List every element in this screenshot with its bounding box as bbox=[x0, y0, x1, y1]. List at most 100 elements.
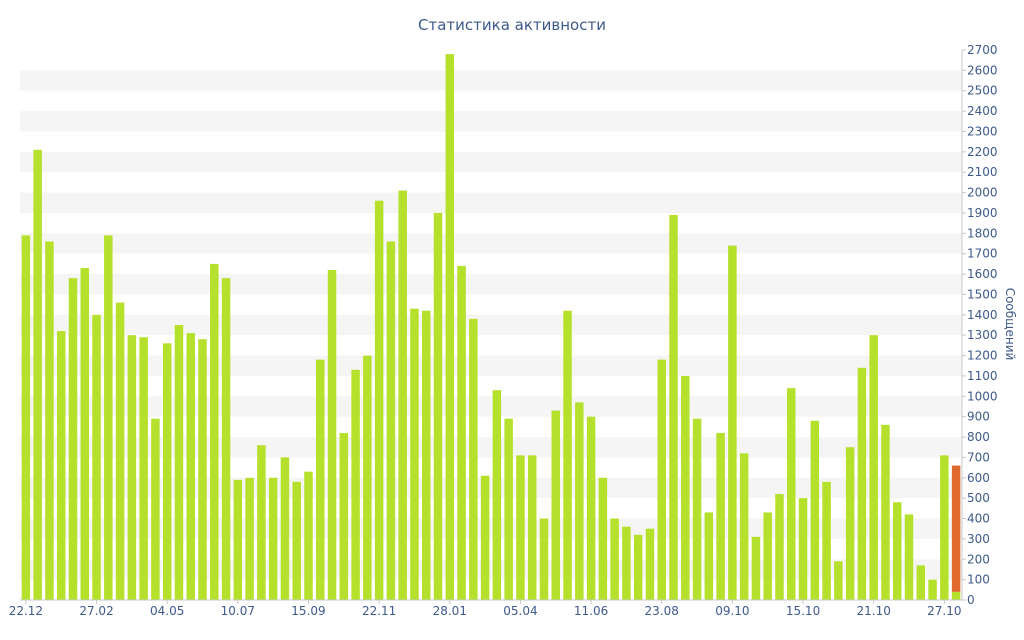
y-tick-label: 1000 bbox=[967, 389, 998, 403]
grid-band bbox=[20, 131, 962, 152]
grid-band bbox=[20, 172, 962, 193]
bar bbox=[268, 477, 278, 600]
y-tick-label: 1300 bbox=[967, 328, 998, 342]
grid-band bbox=[20, 314, 962, 336]
y-tick-label: 2200 bbox=[967, 145, 998, 159]
bar bbox=[374, 200, 384, 601]
x-axis-ticks: 22.12 27.02 04.05 10.07 15.09 22.11 28.01 05.04… bbox=[9, 600, 962, 618]
bars bbox=[20, 50, 963, 601]
bar bbox=[751, 536, 761, 600]
bar bbox=[92, 314, 101, 600]
bar bbox=[210, 263, 219, 600]
bar bbox=[433, 212, 443, 600]
y-tick-label: 300 bbox=[967, 532, 990, 546]
bar bbox=[422, 310, 431, 600]
bar bbox=[186, 333, 195, 600]
y-tick-label: 1200 bbox=[967, 349, 998, 363]
bar bbox=[339, 432, 349, 600]
y-tick-label: 700 bbox=[967, 450, 990, 464]
grid-band bbox=[20, 437, 962, 458]
bar bbox=[245, 477, 254, 600]
bar bbox=[33, 149, 42, 600]
x-tick-label: 22.11 bbox=[362, 604, 396, 618]
bar bbox=[469, 318, 478, 600]
bar bbox=[327, 270, 337, 600]
bar bbox=[398, 190, 407, 600]
y-tick-label: 2300 bbox=[967, 124, 998, 138]
grid-band bbox=[20, 375, 962, 397]
x-tick-label: 11.06 bbox=[574, 604, 608, 618]
bar bbox=[704, 512, 714, 600]
y-tick-label: 1700 bbox=[967, 247, 998, 261]
bar bbox=[151, 418, 160, 600]
grid-band bbox=[20, 253, 962, 275]
x-tick-label: 15.09 bbox=[291, 604, 325, 618]
bar bbox=[257, 445, 266, 600]
grid-band bbox=[20, 111, 962, 132]
y-tick-label: 0 bbox=[967, 593, 975, 607]
grid-band bbox=[20, 335, 962, 356]
bar bbox=[21, 235, 31, 600]
grid-band bbox=[20, 90, 962, 112]
bar bbox=[292, 481, 301, 600]
x-tick-label: 22.12 bbox=[9, 604, 43, 618]
y-tick-label: 900 bbox=[967, 410, 990, 424]
y-tick-label: 2400 bbox=[967, 104, 998, 118]
y-tick-label: 200 bbox=[967, 552, 990, 566]
bar bbox=[316, 359, 325, 600]
bar bbox=[386, 241, 396, 601]
bar bbox=[174, 325, 184, 600]
y-tick-label: 800 bbox=[967, 430, 990, 444]
bar bbox=[563, 310, 572, 600]
y-tick-label: 400 bbox=[967, 512, 990, 526]
bar bbox=[798, 498, 808, 600]
grid-band bbox=[20, 498, 962, 519]
y-tick-label: 2100 bbox=[967, 165, 998, 179]
bar bbox=[739, 453, 749, 600]
bar bbox=[763, 512, 772, 600]
x-tick-label: 21.10 bbox=[857, 604, 891, 618]
bar bbox=[363, 355, 372, 600]
bar bbox=[893, 502, 902, 600]
bar bbox=[810, 420, 820, 600]
y-tick-label: 1600 bbox=[967, 267, 998, 281]
grid-band bbox=[20, 212, 962, 234]
bar bbox=[351, 369, 360, 600]
y-tick-label: 2500 bbox=[967, 84, 998, 98]
bar bbox=[633, 534, 643, 600]
bar bbox=[586, 416, 596, 600]
bar bbox=[575, 402, 584, 600]
y-tick-label: 1500 bbox=[967, 287, 998, 301]
bar bbox=[45, 241, 54, 601]
y-tick-label: 1800 bbox=[967, 226, 998, 240]
bar bbox=[480, 475, 490, 600]
grid-band bbox=[20, 50, 962, 71]
grid-band bbox=[20, 233, 962, 254]
grid-band bbox=[20, 355, 962, 376]
grid-band bbox=[20, 559, 962, 580]
grid-band bbox=[20, 457, 962, 478]
bar bbox=[669, 215, 678, 600]
grid-band bbox=[20, 294, 962, 315]
bar bbox=[127, 335, 137, 600]
y-tick-label: 1400 bbox=[967, 308, 998, 322]
grid-bands bbox=[20, 50, 962, 600]
y-tick-label: 500 bbox=[967, 491, 990, 505]
bar bbox=[539, 518, 549, 600]
grid-band bbox=[20, 151, 962, 173]
bar bbox=[68, 278, 78, 600]
bar bbox=[692, 418, 702, 600]
y-axis-title: Сообщений bbox=[1003, 288, 1017, 361]
bar bbox=[280, 457, 290, 600]
grid-band bbox=[20, 518, 962, 539]
bar bbox=[904, 514, 914, 600]
bar bbox=[622, 526, 631, 600]
y-tick-label: 1900 bbox=[967, 206, 998, 220]
grid-band bbox=[20, 416, 962, 438]
bar bbox=[504, 418, 513, 600]
bar bbox=[516, 455, 525, 600]
grid-band bbox=[20, 396, 962, 417]
bar bbox=[951, 591, 961, 600]
y-tick-label: 2600 bbox=[967, 63, 998, 77]
